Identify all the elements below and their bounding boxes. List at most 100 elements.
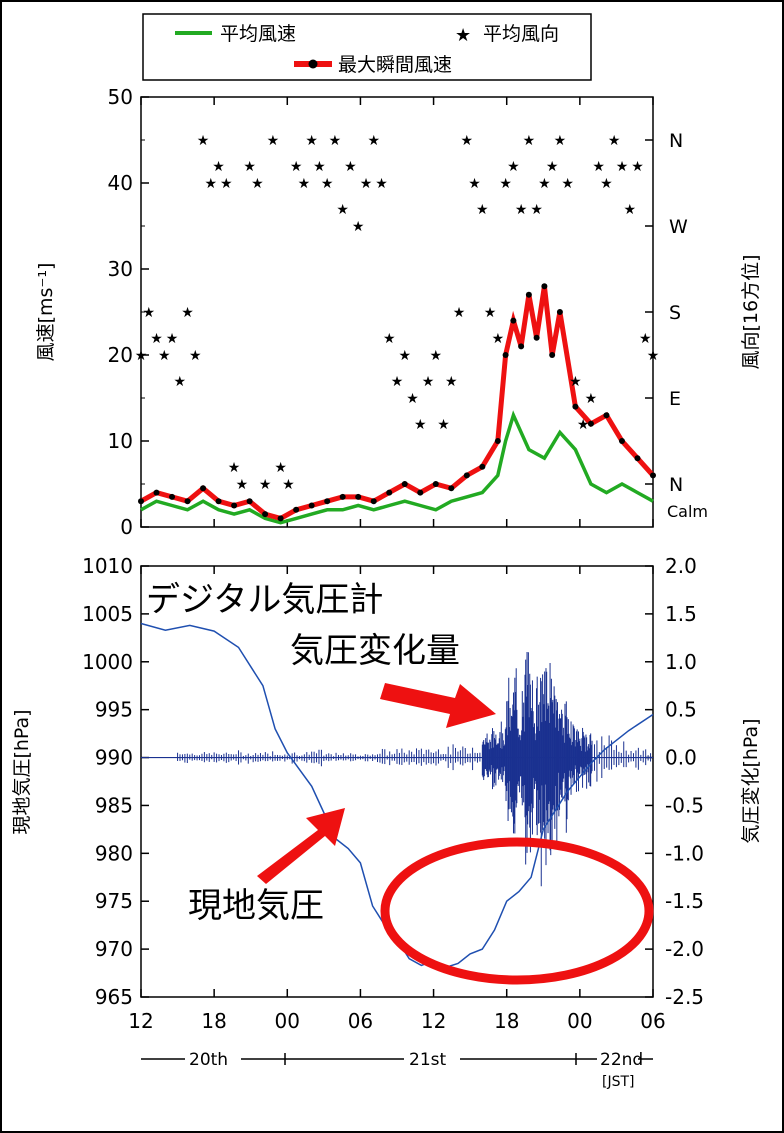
- wind-direction-star: ★: [189, 348, 202, 364]
- pressure-change-tick-label: 0.0: [665, 746, 697, 770]
- wind-series: ★★★★★★★★★★★★★★★★★★★★★★★★★★★★★★★★★★★★★★★★…: [135, 133, 659, 525]
- max-gust-point: [184, 498, 191, 505]
- wind-direction-star: ★: [174, 374, 187, 390]
- wind-direction-star: ★: [608, 133, 621, 149]
- max-gust-line: [139, 285, 655, 522]
- day-label-20th: 20th: [189, 1050, 228, 1070]
- max-gust-point: [355, 493, 362, 500]
- pressure-tick-label: 1000: [82, 650, 133, 674]
- wind-direction-star: ★: [367, 133, 380, 149]
- pressure-change-tick-label: -1.5: [665, 889, 704, 913]
- wind-direction-star: ★: [569, 374, 582, 390]
- max-gust-point: [463, 472, 470, 479]
- max-gust-point: [153, 489, 160, 496]
- legend-box: [142, 13, 592, 81]
- wind-direction-star: ★: [305, 133, 318, 149]
- wind-speed-tick-label: 50: [108, 85, 133, 109]
- day-labels: 20th 21st 22nd [JST]: [141, 1050, 653, 1090]
- wind-speed-tick-label: 0: [120, 515, 133, 539]
- wind-direction-star: ★: [243, 159, 256, 175]
- arrow-pressure-change: [380, 683, 496, 728]
- pressure-change-axis: -2.5 -2.0 -1.5 -1.0 -0.5 0.0 0.5 1.0 1.5 2.0: [645, 554, 704, 1009]
- wind-direction-star: ★: [639, 331, 652, 347]
- wind-direction-star: ★: [422, 374, 435, 390]
- wind-direction-tick-label: E: [669, 388, 681, 410]
- pressure-tick-label: 995: [95, 698, 133, 722]
- wind-direction-star: ★: [554, 133, 567, 149]
- wind-direction-star: ★: [282, 477, 295, 493]
- max-gust-point: [215, 498, 222, 505]
- pressure-change-tick-label: 2.0: [665, 554, 697, 578]
- max-gust-point: [401, 481, 408, 487]
- wind-direction-star: ★: [220, 176, 233, 192]
- wind-direction-star: ★: [228, 460, 241, 476]
- wind-direction-axis: N W S E N Calm: [645, 130, 708, 521]
- wind-speed-tick-label: 20: [108, 343, 133, 367]
- max-gust-point: [169, 493, 176, 500]
- wind-direction-star: ★: [166, 331, 179, 347]
- max-gust-point: [277, 515, 284, 522]
- wind-direction-star: ★: [492, 331, 505, 347]
- max-gust-point: [417, 489, 424, 496]
- wind-direction-star: ★: [476, 202, 489, 218]
- legend-label-mean-speed: 平均風速: [220, 23, 296, 45]
- wind-direction-tick-label: N: [669, 130, 683, 152]
- wind-direction-star: ★: [197, 133, 210, 149]
- wind-direction-axis-label: 風向[16方位]: [740, 254, 762, 369]
- wind-direction-star: ★: [461, 133, 474, 149]
- pressure-tick-label: 965: [95, 985, 133, 1009]
- wind-speed-tick-label: 40: [108, 171, 133, 195]
- max-gust-point: [339, 493, 346, 500]
- max-gust-point: [479, 463, 486, 470]
- legend: 平均風速 ★ 平均風向 最大瞬間風速: [142, 13, 592, 81]
- wind-direction-star: ★: [499, 176, 512, 192]
- time-tick-label: 06: [640, 1009, 665, 1033]
- pressure-tick-label: 990: [95, 746, 133, 770]
- arrow-station-pressure: [257, 808, 345, 884]
- pressure-change-tick-label: -1.0: [665, 841, 704, 865]
- max-gust-point: [634, 455, 641, 462]
- time-tick-label: 06: [348, 1009, 373, 1033]
- wind-direction-star: ★: [212, 159, 225, 175]
- wind-direction-star: ★: [205, 176, 218, 192]
- wind-direction-star: ★: [561, 176, 574, 192]
- pressure-change-tick-label: 1.0: [665, 650, 697, 674]
- pressure-change-tick-label: -2.5: [665, 985, 704, 1009]
- wind-direction-star: ★: [352, 219, 365, 235]
- wind-direction-star: ★: [181, 305, 194, 321]
- wind-direction-star: ★: [375, 176, 388, 192]
- wind-direction-star: ★: [150, 331, 163, 347]
- legend-star-icon: ★: [455, 25, 471, 46]
- time-tick-label: 12: [421, 1009, 446, 1033]
- max-gust-point: [308, 502, 315, 509]
- max-gust-point: [572, 403, 579, 410]
- wind-direction-star: ★: [391, 374, 404, 390]
- pressure-change-tick-label: -0.5: [665, 793, 704, 817]
- wind-direction-star: ★: [445, 374, 458, 390]
- wind-direction-star: ★: [158, 348, 171, 364]
- wind-direction-star: ★: [313, 159, 326, 175]
- pressure-change-tick-label: 0.5: [665, 698, 697, 722]
- legend-label-gust: 最大瞬間風速: [338, 54, 452, 76]
- wind-direction-star: ★: [344, 159, 357, 175]
- wind-speed-tick-label: 30: [108, 257, 133, 281]
- pressure-tick-label: 1010: [82, 554, 133, 578]
- max-gust-point: [603, 412, 610, 419]
- wind-direction-star: ★: [616, 159, 629, 175]
- wind-direction-star: ★: [592, 159, 605, 175]
- pressure-tick-label: 970: [95, 937, 133, 961]
- day-label-22nd: 22nd: [600, 1050, 643, 1070]
- wind-direction-star: ★: [290, 159, 303, 175]
- pressure-axis: 965 970 975 980 985 990 995 1000 1005 1010: [82, 554, 149, 1009]
- time-tick-label: 00: [275, 1009, 300, 1033]
- max-gust-point: [549, 352, 556, 358]
- max-gust-point: [525, 291, 532, 298]
- max-gust-point: [448, 485, 455, 492]
- wind-direction-tick-label: N: [669, 474, 683, 496]
- wind-direction-star: ★: [329, 133, 342, 149]
- wind-direction-star: ★: [321, 176, 334, 192]
